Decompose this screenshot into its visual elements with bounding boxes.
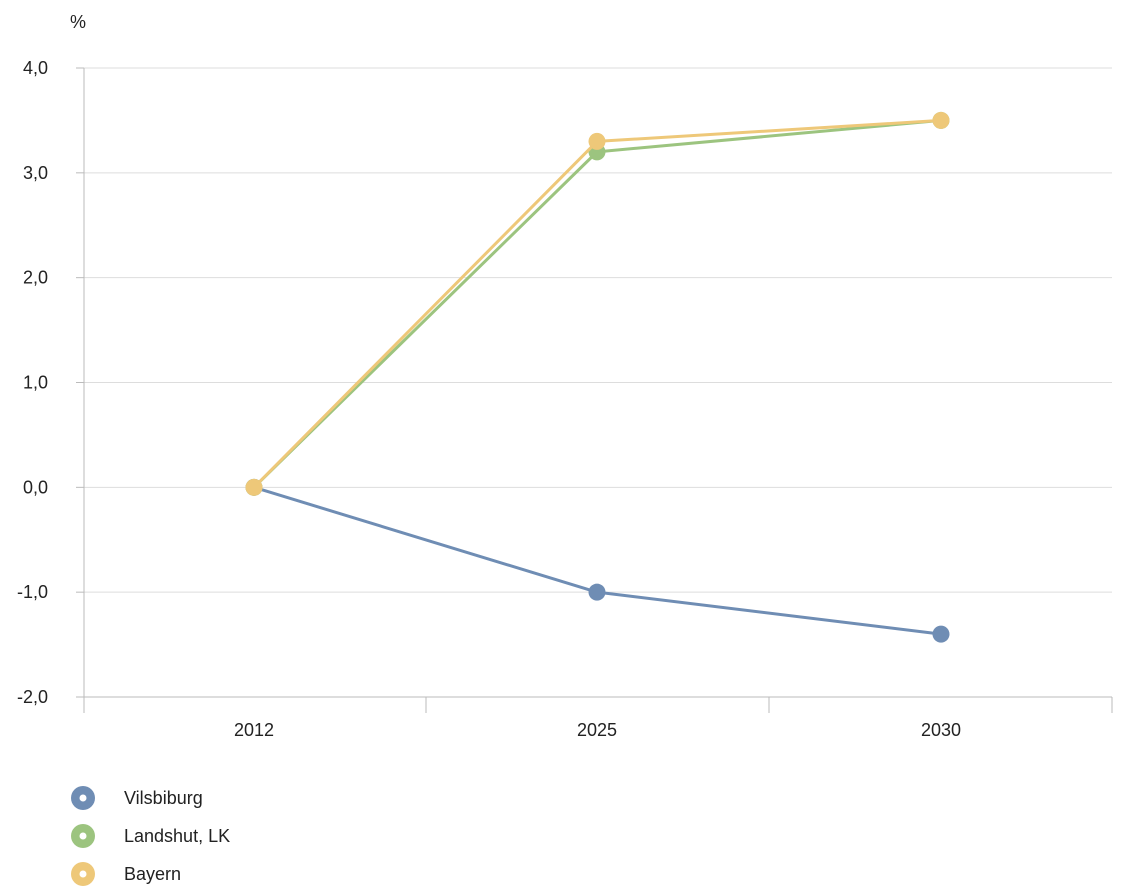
legend-item[interactable]: Landshut, LK (71, 824, 230, 848)
legend-label: Vilsbiburg (124, 788, 203, 808)
x-tick-label: 2025 (577, 720, 617, 740)
y-tick-label: -2,0 (17, 687, 48, 707)
legend-label: Landshut, LK (124, 826, 230, 846)
series-bayern (245, 111, 950, 496)
series-line (252, 118, 942, 489)
data-point[interactable] (588, 583, 606, 601)
series-landshut-lk (245, 111, 950, 496)
y-axis-unit-label: % (70, 12, 86, 32)
legend-label: Bayern (124, 864, 181, 884)
series-vilsbiburg (245, 478, 950, 643)
series-line (252, 118, 942, 489)
y-tick-label: 4,0 (23, 58, 48, 78)
series-line (253, 485, 942, 636)
y-tick-label: -1,0 (17, 582, 48, 602)
data-point[interactable] (932, 625, 950, 643)
y-tick-labels: 4,0 3,0 2,0 1,0 0,0 -1,0 -2,0 (17, 58, 48, 707)
legend-marker-dot-icon (79, 832, 87, 840)
legend-item[interactable]: Bayern (71, 862, 181, 886)
legend-marker-dot-icon (79, 794, 87, 802)
y-tick-label: 0,0 (23, 477, 48, 497)
x-tick-label: 2012 (234, 720, 274, 740)
data-point[interactable] (245, 478, 263, 496)
y-tick-label: 3,0 (23, 163, 48, 183)
data-point[interactable] (932, 111, 950, 129)
axes (76, 67, 1113, 713)
data-point[interactable] (588, 132, 606, 150)
legend: Vilsbiburg Landshut, LK Bayern (71, 786, 230, 886)
legend-marker-dot-icon (79, 870, 87, 878)
x-tick-label: 2030 (921, 720, 961, 740)
y-tick-label: 1,0 (23, 373, 48, 393)
y-tick-label: 2,0 (23, 268, 48, 288)
legend-item[interactable]: Vilsbiburg (71, 786, 203, 810)
series-lines (245, 111, 950, 643)
x-tick-labels: 2012 2025 2030 (234, 720, 961, 740)
